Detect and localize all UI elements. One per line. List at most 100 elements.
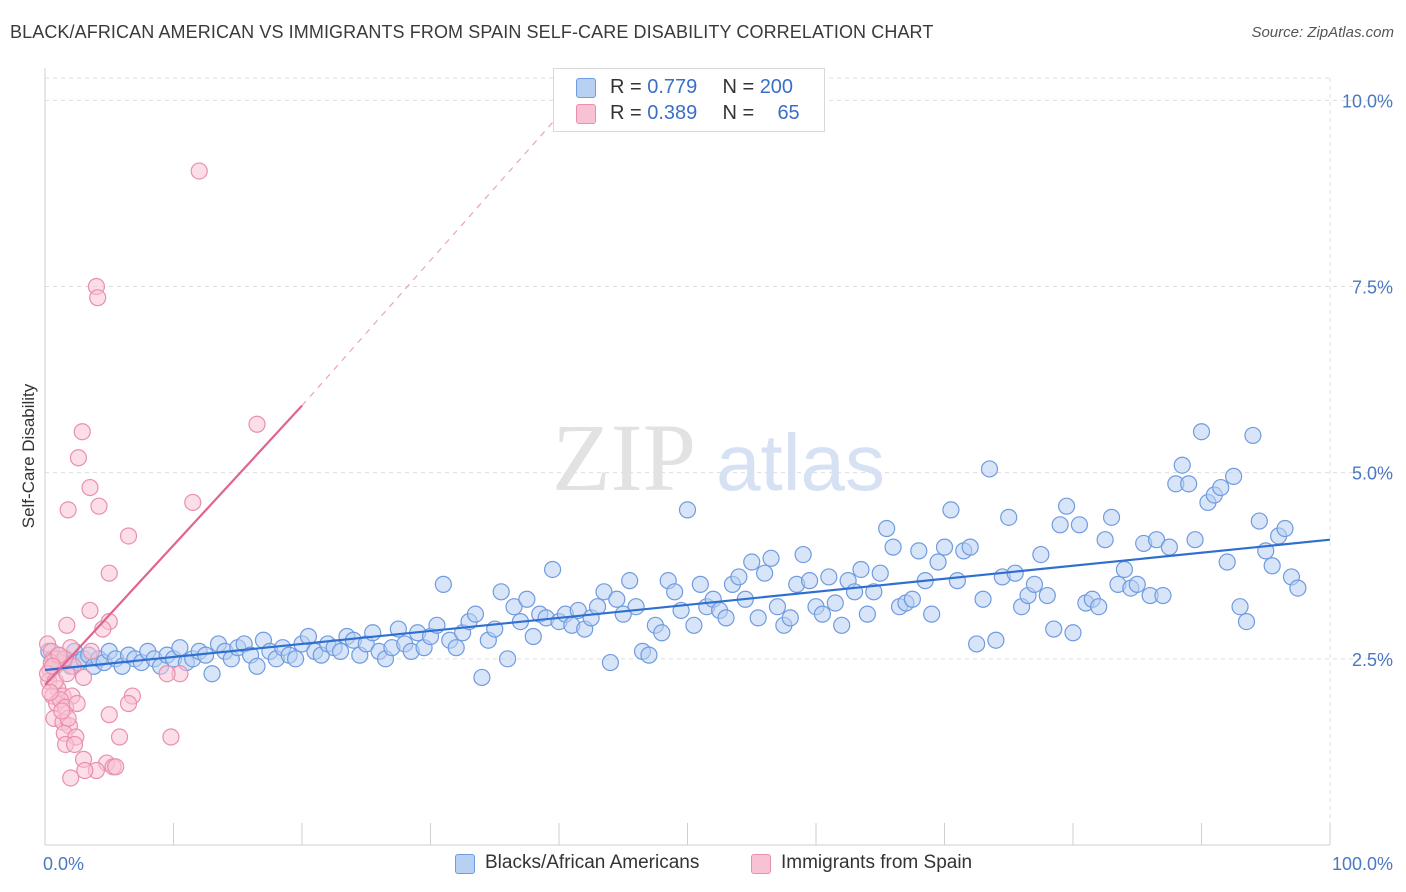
data-point-blacks	[466, 605, 485, 623]
data-point-blacks	[865, 583, 883, 601]
data-point-blacks	[1218, 553, 1236, 571]
legend-r-label: R =	[610, 102, 642, 124]
data-point-blacks	[1000, 508, 1018, 526]
y-tick-label: 10.0%	[1342, 91, 1393, 111]
tick-labels: 2.5% 5.0% 7.5% 10.0% 0.0% 100.0%	[43, 91, 1393, 874]
y-tick-label: 5.0%	[1352, 464, 1393, 484]
trend-lines	[44, 114, 1331, 686]
axes	[44, 68, 1331, 846]
data-point-blacks	[434, 575, 452, 593]
legend-n-label: N =	[722, 76, 755, 98]
source-label: Source: ZipAtlas.com	[1251, 24, 1394, 41]
series-blacks-points	[40, 423, 1307, 687]
data-point-blacks	[621, 572, 639, 590]
data-point-blacks	[1090, 598, 1108, 616]
data-point-blacks	[608, 590, 626, 608]
data-point-blacks	[800, 572, 819, 590]
data-point-spain	[190, 162, 208, 180]
data-point-blacks	[524, 627, 542, 646]
trend-line-spain	[44, 404, 303, 686]
data-point-spain	[59, 501, 77, 519]
watermark: ZIP atlas	[552, 404, 885, 511]
data-point-spain	[107, 758, 125, 776]
data-point-blacks	[595, 583, 613, 601]
data-point-blacks	[1192, 423, 1211, 441]
data-point-blacks	[910, 542, 928, 560]
data-point-spain	[119, 527, 138, 545]
data-point-blacks	[730, 568, 748, 586]
data-point-spain	[184, 493, 202, 512]
data-point-blacks	[331, 642, 350, 660]
chart-title: BLACK/AFRICAN AMERICAN VS IMMIGRANTS FRO…	[10, 22, 934, 42]
data-point-spain	[100, 706, 118, 724]
data-point-blacks	[749, 609, 767, 627]
data-point-blacks	[987, 631, 1005, 649]
data-point-spain	[68, 694, 86, 713]
bottom-legend-swatch-blue	[455, 854, 475, 874]
data-point-blacks	[1244, 426, 1262, 445]
y-tick-label: 2.5%	[1352, 650, 1393, 670]
watermark-zip: ZIP	[552, 404, 696, 511]
data-point-blacks	[942, 501, 960, 519]
data-point-blacks	[666, 583, 684, 601]
data-point-blacks	[820, 568, 838, 586]
data-point-blacks	[968, 635, 986, 653]
data-point-blacks	[884, 538, 902, 556]
data-point-spain	[248, 415, 266, 433]
watermark-atlas: atlas	[716, 418, 885, 507]
data-point-blacks	[248, 657, 266, 675]
data-point-blacks	[447, 639, 465, 657]
data-point-blacks	[601, 653, 620, 672]
legend-r-value: 0.389	[647, 102, 698, 124]
data-point-blacks	[980, 460, 999, 478]
data-point-spain	[41, 683, 59, 701]
legend-r-value: 0.779	[647, 76, 698, 98]
data-point-blacks	[286, 650, 305, 668]
y-tick-label: 7.5%	[1352, 278, 1393, 298]
data-point-blacks	[691, 575, 709, 593]
data-point-blacks	[826, 594, 844, 612]
data-point-spain	[119, 694, 138, 713]
data-point-blacks	[627, 598, 645, 616]
data-point-blacks	[1096, 531, 1114, 549]
series-spain-points	[38, 162, 266, 787]
data-point-spain	[74, 668, 93, 687]
data-point-spain	[81, 478, 99, 497]
data-point-blacks	[1064, 624, 1082, 642]
data-point-blacks	[1154, 586, 1172, 605]
data-point-blacks	[1102, 508, 1121, 526]
data-point-blacks	[1180, 475, 1198, 493]
data-point-spain	[82, 642, 100, 660]
data-point-blacks	[171, 639, 189, 657]
data-point-blacks	[299, 627, 318, 646]
data-point-spain	[76, 761, 94, 780]
data-point-blacks	[743, 553, 761, 571]
data-point-blacks	[1025, 575, 1044, 593]
bottom-legend-label-spain: Immigrants from Spain	[781, 852, 973, 873]
y-axis-label: Self-Care Disability	[19, 383, 38, 528]
data-point-blacks	[755, 564, 774, 582]
x-tick-label-min: 0.0%	[43, 854, 84, 874]
data-point-blacks	[1128, 575, 1146, 593]
data-point-blacks	[685, 616, 703, 634]
data-point-blacks	[923, 605, 941, 623]
data-point-spain	[89, 289, 107, 307]
trend-line-spain-extension	[301, 114, 560, 407]
data-point-blacks	[499, 650, 517, 668]
legend-swatch-pink	[576, 104, 596, 124]
data-point-spain	[110, 728, 129, 746]
data-point-blacks	[794, 545, 812, 564]
data-point-blacks	[1237, 613, 1256, 631]
data-point-blacks	[518, 590, 536, 608]
data-point-blacks	[1057, 497, 1076, 515]
data-point-blacks	[1212, 478, 1230, 497]
data-point-blacks	[1289, 579, 1307, 597]
data-point-blacks	[1051, 516, 1069, 534]
data-point-blacks	[1250, 512, 1268, 530]
data-point-blacks	[1186, 531, 1204, 549]
data-point-blacks	[1038, 586, 1056, 605]
data-point-blacks	[1160, 538, 1178, 556]
data-point-blacks	[1225, 467, 1243, 485]
data-point-spain	[69, 449, 88, 467]
